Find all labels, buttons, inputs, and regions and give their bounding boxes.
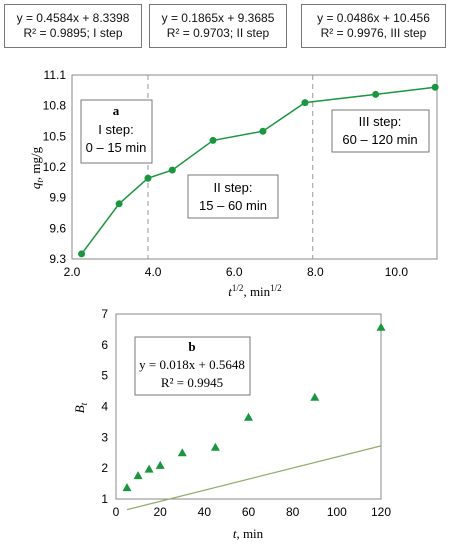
chart-b-data-point [310, 392, 320, 401]
chart-b-y-label-sub: t [79, 402, 89, 405]
chart-b-data-point [244, 412, 253, 421]
chart-a-x-label-unit-sup: 1/2 [270, 283, 282, 293]
chart-a-step-3-line2: 60 – 120 min [342, 132, 417, 147]
chart-a-data-point [144, 174, 152, 182]
chart-b-y-label-b: B [72, 405, 87, 413]
chart-b-data-point [122, 483, 132, 492]
chart-b-data-point [155, 460, 165, 469]
chart-a-step-2-line1: II step: [213, 180, 252, 195]
chart-a-x-tick-label: 8.0 [307, 265, 324, 279]
chart-a-y-label-sub: t [35, 180, 45, 183]
chart-a-x-label-t: t [228, 284, 232, 299]
equation-box-step-1-line1: y = 0.4584x + 8.3398 [16, 11, 130, 25]
chart-a-y-tick-label: 10.5 [43, 129, 67, 143]
chart-b-y-tick-label: 2 [101, 461, 108, 475]
chart-a-x-tick-labels: 2.0 4.0 6.0 8.0 10.0 [64, 265, 409, 279]
chart-b-equation-box-frame [134, 336, 251, 396]
chart-b-equation-box: b y = 0.018x + 0.5648 R² = 0.9945 [134, 336, 251, 396]
chart-b-y-tick-label: 1 [101, 492, 108, 506]
chart-a-plot-frame [71, 74, 438, 260]
chart-b-data-point [376, 322, 386, 331]
chart-b-x-axis-label: t, min [233, 526, 264, 541]
chart-a-step-1-line2: 0 – 15 min [86, 140, 147, 155]
chart-a-step-1-label: a I step: 0 – 15 min [80, 99, 153, 164]
chart-b-y-tick-labels: 1 2 3 4 5 6 7 [101, 307, 108, 506]
chart-a-x-tick-label: 4.0 [145, 265, 162, 279]
chart-b-x-tick-label: 80 [286, 505, 300, 519]
chart-b-x-tick-label: 120 [371, 505, 391, 519]
chart-b-data-points [122, 322, 386, 492]
chart-a-data-point [78, 250, 86, 258]
chart-a-x-label-rest: , min [243, 284, 270, 299]
chart-a-data-point [301, 99, 309, 107]
chart-a-y-tick-label: 10.2 [43, 160, 67, 174]
chart-a-x-tick-label: 10.0 [385, 265, 409, 279]
chart-b-y-tick-label: 6 [101, 338, 108, 352]
chart-b-panel-label: b [188, 339, 195, 354]
equation-box-step-2: y = 0.1865x + 9.3685 R² = 0.9703; II ste… [149, 4, 287, 48]
chart-a-step-3-line1: III step: [359, 114, 402, 129]
chart-a-y-tick-label: 10.8 [43, 99, 67, 113]
equation-box-step-2-line2: R² = 0.9703; II step [166, 26, 270, 40]
chart-b-trendline-line [126, 445, 382, 511]
chart-a-y-tick-label: 9.3 [49, 252, 66, 266]
chart-b-x-label-t: t [233, 526, 237, 541]
chart-a-x-tick-label: 2.0 [64, 265, 81, 279]
chart-b-x-tick-label: 60 [242, 505, 256, 519]
chart-b-equation: y = 0.018x + 0.5648 [139, 357, 245, 372]
chart-a-step-2-line2: 15 – 60 min [199, 198, 267, 213]
chart-a-data-point [115, 200, 123, 208]
chart-a-data-point [209, 136, 217, 144]
chart-a-data-point [259, 127, 267, 135]
chart-a-data-point [168, 166, 176, 174]
chart-a-y-label-q: q [28, 182, 43, 189]
chart-a-data-points [78, 83, 439, 258]
equation-box-step-1: y = 0.4584x + 8.3398 R² = 0.9895; I step [4, 4, 142, 48]
chart-b-y-tick-label: 5 [101, 369, 108, 383]
chart-a-step-2-box [187, 174, 279, 219]
chart-a-step-1-line1: I step: [98, 122, 133, 137]
chart-a-y-tick-label: 9.9 [49, 191, 66, 205]
equation-box-step-1-line2: R² = 0.9895; I step [23, 26, 123, 40]
chart-b-y-tick-label: 4 [101, 400, 108, 414]
chart-a-panel-label: a [113, 103, 120, 118]
chart-b-r-squared: R² = 0.9945 [161, 375, 223, 390]
chart-b-plot-frame [115, 313, 382, 500]
chart-a-step-3-box [331, 109, 430, 153]
chart-a-data-point [372, 90, 380, 98]
chart-b-data-point [177, 448, 187, 457]
chart-b-x-tick-label: 0 [113, 505, 120, 519]
chart-a-step-1-box [80, 99, 153, 164]
chart-b-x-tick-label: 20 [153, 505, 167, 519]
chart-b-data-point [210, 442, 220, 451]
chart-a-step-2-label: II step: 15 – 60 min [187, 174, 279, 219]
chart-a-y-tick-label: 9.6 [49, 221, 66, 235]
chart-a-y-tick-labels: 9.3 9.6 9.9 10.2 10.5 10.8 11.1 [43, 68, 67, 266]
chart-b-x-tick-label: 40 [198, 505, 212, 519]
chart-a-x-tick-label: 6.0 [226, 265, 243, 279]
chart-b-data-point [144, 464, 154, 473]
chart-a-step-3-label: III step: 60 – 120 min [331, 109, 430, 153]
chart-a-y-tick-label: 11.1 [44, 68, 67, 82]
chart-b-y-axis-label: Bt [72, 402, 89, 413]
chart-b-trendline [126, 445, 382, 511]
equation-box-step-2-line1: y = 0.1865x + 9.3685 [161, 11, 275, 25]
equation-box-step-3-line2: R² = 0.9976, III step [320, 26, 427, 40]
chart-b-x-tick-labels: 0 20 40 60 80 100 120 [113, 505, 392, 519]
equation-box-step-3-line1: y = 0.0486x + 10.456 [317, 11, 430, 25]
chart-a-y-label-rest: , mg/g [28, 146, 43, 180]
chart-b-y-tick-label: 7 [101, 307, 108, 321]
chart-a-data-point [431, 83, 439, 91]
chart-b-x-label-rest: , min [236, 526, 263, 541]
chart-a-x-label-sup: 1/2 [232, 283, 244, 293]
chart-b-y-tick-label: 3 [101, 430, 108, 444]
chart-a-y-axis-label: qt, mg/g [28, 146, 45, 189]
chart-b-data-point [133, 471, 143, 480]
chart-a-x-axis-label: t1/2, min1/2 [228, 283, 281, 299]
equation-box-step-3: y = 0.0486x + 10.456 R² = 0.9976, III st… [301, 4, 446, 48]
chart-b-x-tick-label: 100 [327, 505, 347, 519]
